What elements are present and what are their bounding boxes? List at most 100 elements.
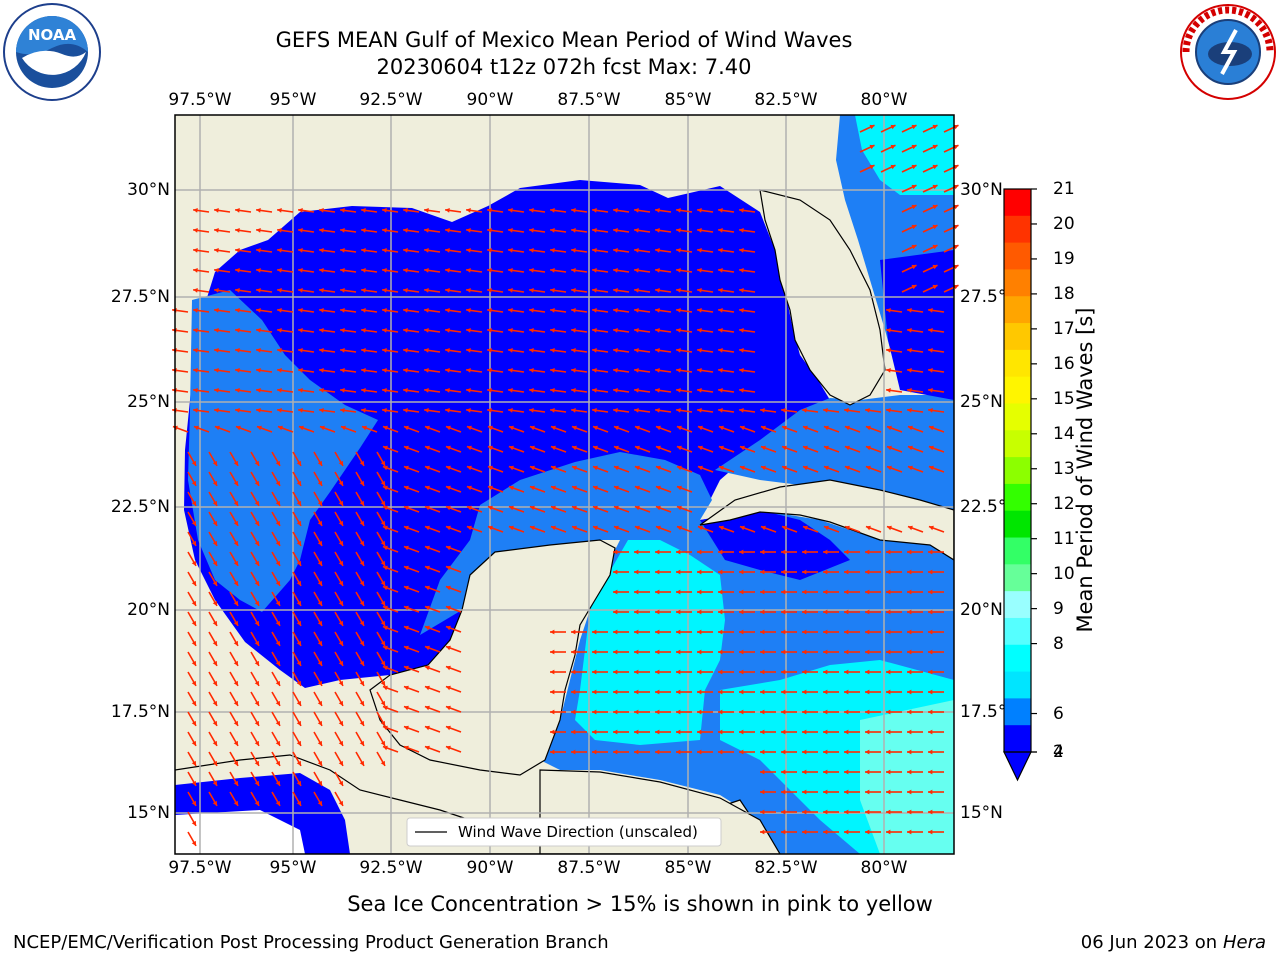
wind-wave-arrowhead: [193, 308, 198, 313]
wind-wave-arrowhead: [529, 208, 534, 213]
wind-wave-arrowhead: [508, 425, 514, 431]
wind-wave-arrowhead: [317, 480, 322, 486]
wind-wave-arrowhead: [634, 549, 639, 555]
wind-wave-arrowhead: [928, 328, 933, 333]
wind-wave-arrowhead: [907, 589, 912, 595]
wind-wave-arrowhead: [739, 208, 744, 213]
wind-wave-arrowhead: [338, 740, 343, 746]
wind-wave-arrowhead: [529, 228, 534, 233]
wind-wave-arrowhead: [508, 408, 513, 413]
wind-wave-arrowhead: [760, 425, 766, 431]
colorbar: [1003, 188, 1037, 782]
colorbar-segment: [1004, 349, 1031, 378]
wind-wave-arrowhead: [487, 505, 493, 511]
wind-wave-arrowhead: [508, 228, 513, 233]
colorbar-segment: [1004, 403, 1031, 431]
wind-wave-arrowhead: [359, 540, 364, 546]
wind-wave-arrowhead: [214, 425, 220, 431]
wind-wave-arrowhead: [550, 425, 556, 431]
wind-wave-arrowhead: [571, 388, 576, 393]
wind-wave-arrowhead: [382, 725, 388, 731]
wind-wave-arrowhead: [844, 589, 849, 595]
wind-wave-arrowhead: [319, 288, 324, 293]
wind-wave-arrowhead: [361, 268, 366, 273]
land-pacific-gap: [175, 810, 305, 854]
wind-wave-arrowhead: [382, 625, 388, 631]
wind-wave-arrowhead: [739, 609, 744, 615]
wind-wave-arrowhead: [739, 465, 745, 471]
wind-wave-arrowhead: [634, 465, 640, 471]
colorbar-tick-label: 4: [1053, 742, 1064, 762]
wind-wave-arrowhead: [676, 308, 681, 313]
wind-wave-arrowhead: [382, 665, 388, 671]
wind-wave-arrowhead: [844, 829, 849, 835]
colorbar-tick-label: 15: [1053, 388, 1075, 409]
wind-wave-arrowhead: [865, 809, 870, 815]
noaa-logo: NOAA: [3, 3, 101, 101]
wind-wave-arrowhead: [781, 669, 786, 675]
wind-wave-arrowhead: [676, 288, 681, 293]
wind-wave-arrowhead: [886, 425, 892, 431]
wind-wave-arrowhead: [233, 780, 238, 786]
wind-wave-arrowhead: [907, 525, 913, 531]
wind-wave-arrowhead: [277, 328, 282, 333]
wind-wave-arrowhead: [697, 589, 702, 595]
wind-wave-arrowhead: [233, 760, 238, 766]
wind-wave-arrowhead: [212, 640, 217, 646]
wind-wave-arrowhead: [592, 485, 598, 491]
wind-wave-arrowhead: [191, 660, 196, 666]
wind-wave-arrowhead: [445, 425, 451, 431]
wind-wave-arrowhead: [911, 144, 917, 150]
wind-wave-arrowhead: [550, 268, 555, 273]
wind-wave-arrowhead: [676, 669, 681, 675]
wind-wave-arrowhead: [869, 144, 875, 150]
wind-wave-arrowhead: [487, 348, 492, 353]
wind-wave-arrowhead: [886, 549, 891, 555]
wind-wave-arrowhead: [781, 809, 786, 815]
colorbar-segment: [1004, 323, 1031, 351]
wind-wave-arrowhead: [865, 569, 870, 575]
wind-wave-arrowhead: [424, 665, 430, 671]
wind-wave-arrowhead: [676, 408, 681, 413]
wind-wave-arrowhead: [571, 485, 577, 491]
wind-wave-arrowhead: [613, 709, 618, 715]
wind-wave-arrowhead: [634, 649, 639, 655]
colorbar-tick-label: 11: [1053, 528, 1075, 549]
wind-wave-arrowhead: [340, 368, 345, 373]
wind-wave-arrowhead: [760, 629, 765, 635]
wind-wave-arrowhead: [739, 248, 744, 253]
wind-wave-arrowhead: [529, 328, 534, 333]
wind-wave-arrowhead: [592, 208, 597, 213]
wind-wave-arrowhead: [613, 348, 618, 353]
wind-wave-arrowhead: [277, 208, 282, 213]
wind-wave-arrowhead: [359, 480, 364, 486]
wind-wave-arrowhead: [487, 425, 493, 431]
wind-wave-arrowhead: [424, 445, 430, 451]
colorbar-tick-label: 6: [1053, 703, 1064, 724]
atlantic-ocean-6-8s: [855, 115, 954, 195]
wind-wave-arrowhead: [613, 525, 619, 531]
wind-wave-arrowhead: [676, 729, 681, 735]
wind-wave-arrowhead: [359, 700, 364, 706]
wind-wave-arrowhead: [844, 649, 849, 655]
wind-wave-arrowhead: [380, 740, 385, 746]
caribbean-ocean-2-4s: [700, 510, 850, 580]
wind-wave-arrowhead: [298, 425, 304, 431]
lon-label-bottom: 87.5°W: [557, 858, 621, 878]
wind-wave-arrowhead: [338, 700, 343, 706]
wind-wave-arrowhead: [886, 689, 891, 695]
wind-wave-arrowhead: [256, 288, 261, 293]
wind-wave-arrowhead: [296, 740, 301, 746]
wind-wave-arrowhead: [338, 520, 343, 526]
wind-wave-arrowhead: [233, 800, 238, 806]
wind-wave-arrowhead: [634, 228, 639, 233]
wind-wave-arrowhead: [214, 308, 219, 313]
wind-wave-arrowhead: [466, 505, 472, 511]
wind-wave-arrowhead: [886, 368, 891, 373]
wind-wave-arrowhead: [191, 800, 196, 806]
wind-wave-arrowhead: [380, 520, 385, 526]
wind-wave-arrowhead: [254, 480, 259, 486]
wind-wave-arrowhead: [424, 525, 430, 531]
wind-wave-arrowhead: [932, 224, 938, 230]
wind-wave-arrowhead: [319, 328, 324, 333]
